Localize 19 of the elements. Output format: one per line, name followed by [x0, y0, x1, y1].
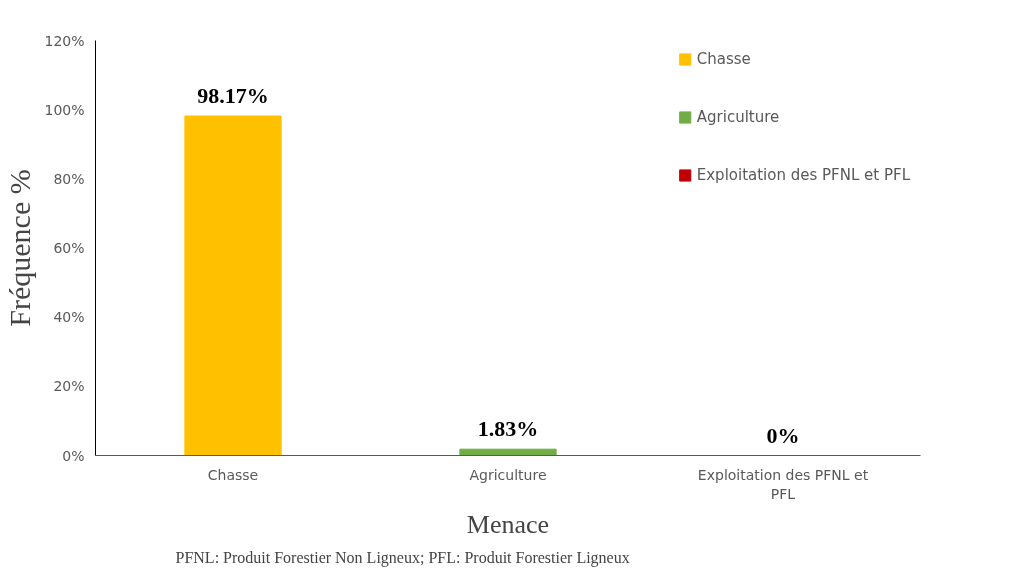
- x-tick-label: Exploitation des PFNL et PFL: [697, 466, 869, 502]
- legend-label: Exploitation des PFNL et PFL: [696, 166, 910, 184]
- y-tick-label: 0%: [62, 447, 85, 464]
- x-axis-title: Menace: [466, 509, 550, 539]
- y-axis-title: Fréquence %: [3, 169, 37, 327]
- y-tick-label: 100%: [44, 101, 85, 118]
- y-tick-label: 20%: [53, 378, 85, 395]
- data-label: 98.17%: [197, 83, 269, 108]
- x-tick-label: Agriculture: [469, 466, 547, 483]
- x-tick-label: Chasse: [207, 466, 259, 483]
- data-label: 0%: [766, 422, 800, 448]
- text: PFNL: Produit Forestier Non Ligneux; PFL: Produit Forestier Ligneux: [175, 548, 630, 567]
- y-tick-label: 60%: [53, 240, 85, 256]
- y-tick-label: 120%: [44, 32, 85, 49]
- y-tick-label: 80%: [53, 170, 85, 187]
- data-label: 1.83%: [477, 416, 539, 442]
- legend-label: Agriculture: [696, 108, 780, 126]
- legend-label: Chasse: [696, 50, 751, 68]
- y-tick-label: 40%: [53, 309, 85, 326]
